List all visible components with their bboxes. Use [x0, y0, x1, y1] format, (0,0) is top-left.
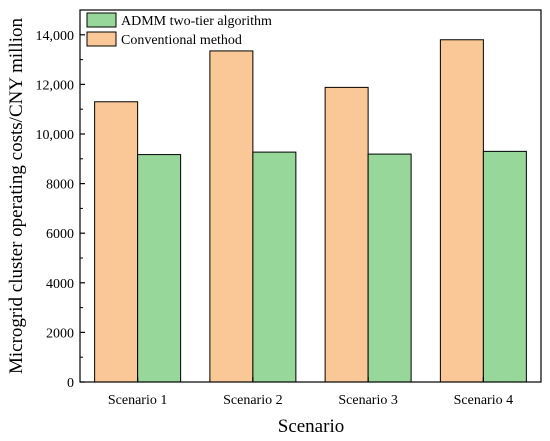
legend: ADMM two-tier algorithm Conventional meth… [86, 12, 272, 48]
bar-conventional-4 [439, 39, 484, 383]
bar-admm-1 [137, 154, 182, 383]
x-tick-label: Scenario 4 [454, 393, 513, 408]
y-tick-label: 8000 [46, 178, 74, 193]
x-axis-ticks: Scenario 1 Scenario 2 Scenario 3 Scenario 4 [108, 377, 513, 408]
x-axis-title: Scenario [278, 416, 344, 437]
legend-swatch [86, 31, 117, 47]
y-tick-label: 2000 [46, 326, 74, 341]
bar-admm-2 [252, 151, 297, 383]
plot-frame [79, 9, 542, 383]
y-tick-label: 12,000 [36, 78, 75, 93]
y-tick-label: 10,000 [36, 128, 75, 143]
y-axis-title: Microgrid cluster operating costs/CNY mi… [6, 17, 27, 374]
bar-conventional-2 [209, 50, 254, 383]
bar-admm-4 [482, 150, 527, 383]
legend-swatch [86, 12, 117, 28]
bar-conventional-3 [324, 86, 369, 383]
x-tick-label: Scenario 3 [338, 393, 397, 408]
x-tick-label: Scenario 1 [108, 393, 167, 408]
y-axis-ticks: 0 2000 4000 6000 8000 10,000 12,000 14,000 [36, 29, 85, 391]
bars-group [94, 39, 527, 383]
y-tick-label: 4000 [46, 277, 74, 292]
y-tick-label: 0 [67, 376, 74, 391]
bar-conventional-1 [94, 101, 139, 383]
y-tick-label: 14,000 [36, 29, 75, 44]
bar-admm-3 [367, 153, 412, 383]
y-tick-label: 6000 [46, 227, 74, 242]
legend-label: Conventional method [121, 33, 242, 48]
x-tick-label: Scenario 2 [223, 393, 282, 408]
legend-label: ADMM two-tier algorithm [121, 14, 272, 29]
